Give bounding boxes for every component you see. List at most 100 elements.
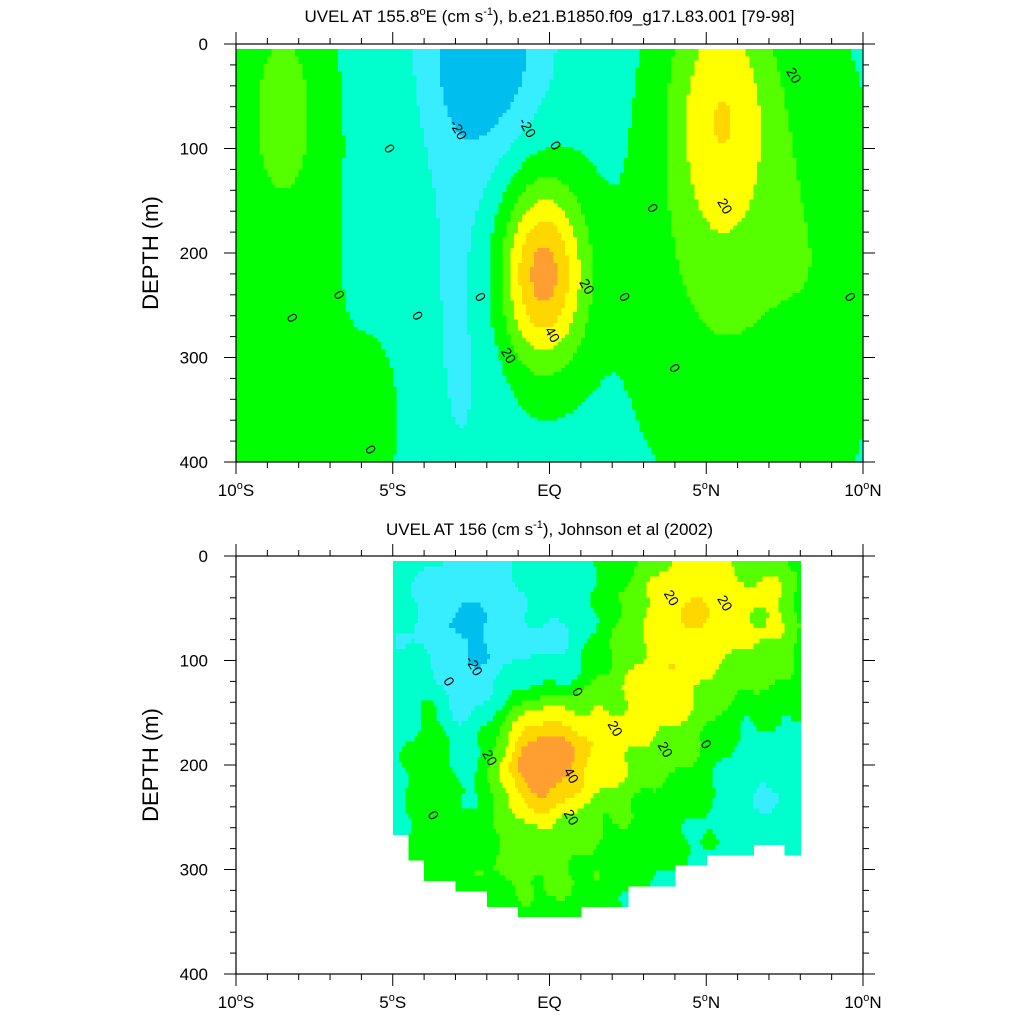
field-cell xyxy=(346,308,351,312)
field-cell xyxy=(248,402,253,406)
field-cell xyxy=(338,409,343,413)
field-cell xyxy=(338,368,343,372)
field-cell xyxy=(350,136,355,140)
field-cell xyxy=(393,402,398,406)
field-cell xyxy=(287,237,292,241)
field-cell xyxy=(256,68,261,72)
field-cell xyxy=(408,102,413,106)
field-cell xyxy=(373,91,378,95)
field-cell xyxy=(236,349,241,353)
field-cell xyxy=(401,124,406,128)
field-cell xyxy=(401,338,406,342)
field-cell xyxy=(357,203,362,207)
field-cell xyxy=(326,87,331,91)
field-cell xyxy=(322,424,327,428)
field-cell xyxy=(354,237,359,241)
field-cell xyxy=(279,147,284,151)
field-cell xyxy=(381,428,386,432)
field-cell xyxy=(291,184,296,188)
field-cell xyxy=(397,102,402,106)
field-cell xyxy=(303,147,308,151)
field-cell xyxy=(303,233,308,237)
field-cell xyxy=(299,364,304,368)
field-cell xyxy=(346,274,351,278)
field-cell xyxy=(350,248,355,252)
field-cell xyxy=(393,106,398,110)
field-cell xyxy=(291,391,296,395)
field-cell xyxy=(385,334,390,338)
field-cell xyxy=(361,166,366,170)
field-cell xyxy=(369,334,374,338)
field-cell xyxy=(252,301,257,305)
field-cell xyxy=(260,406,265,410)
field-cell xyxy=(334,113,339,117)
field-cell xyxy=(338,181,343,185)
field-cell xyxy=(267,368,272,372)
field-cell xyxy=(291,94,296,98)
field-cell xyxy=(271,383,276,387)
field-cell xyxy=(389,364,394,368)
field-cell xyxy=(350,169,355,173)
field-cell xyxy=(385,319,390,323)
field-cell xyxy=(330,301,335,305)
field-cell xyxy=(322,181,327,185)
field-cell xyxy=(393,391,398,395)
field-cell xyxy=(318,282,323,286)
field-cell xyxy=(389,196,394,200)
field-cell xyxy=(377,94,382,98)
field-cell xyxy=(350,428,355,432)
field-cell xyxy=(299,346,304,350)
field-cell xyxy=(287,428,292,432)
field-cell xyxy=(357,308,362,312)
field-cell xyxy=(303,226,308,230)
field-cell xyxy=(412,203,417,207)
field-cell xyxy=(408,342,413,346)
field-cell xyxy=(408,64,413,68)
field-cell xyxy=(299,214,304,218)
field-cell xyxy=(365,331,370,335)
field-cell xyxy=(299,417,304,421)
field-cell xyxy=(244,181,249,185)
field-cell xyxy=(385,331,390,335)
field-cell xyxy=(373,331,378,335)
field-cell xyxy=(357,102,362,106)
field-cell xyxy=(279,166,284,170)
field-cell xyxy=(291,256,296,260)
field-cell xyxy=(338,106,343,110)
field-cell xyxy=(361,286,366,290)
field-cell xyxy=(307,451,312,455)
field-cell xyxy=(240,421,245,425)
field-cell xyxy=(326,289,331,293)
field-cell xyxy=(291,455,296,459)
field-cell xyxy=(252,184,257,188)
field-cell xyxy=(361,124,366,128)
field-cell xyxy=(287,256,292,260)
field-cell xyxy=(244,361,249,365)
field-cell xyxy=(299,72,304,76)
field-cell xyxy=(279,432,284,436)
field-cell xyxy=(283,338,288,342)
field-cell xyxy=(334,162,339,166)
field-cell xyxy=(381,181,386,185)
field-cell xyxy=(357,72,362,76)
field-cell xyxy=(260,361,265,365)
field-cell xyxy=(279,368,284,372)
field-cell xyxy=(361,436,366,440)
field-cell xyxy=(408,98,413,102)
field-cell xyxy=(369,173,374,177)
field-cell xyxy=(405,162,410,166)
field-cell xyxy=(252,376,257,380)
field-cell xyxy=(283,301,288,305)
field-cell xyxy=(263,271,268,275)
field-cell xyxy=(279,106,284,110)
field-cell xyxy=(405,278,410,282)
field-cell xyxy=(283,166,288,170)
field-cell xyxy=(307,181,312,185)
field-cell xyxy=(307,417,312,421)
field-cell xyxy=(373,428,378,432)
field-cell xyxy=(263,443,268,447)
field-cell xyxy=(373,207,378,211)
field-cell xyxy=(365,349,370,353)
field-cell xyxy=(240,364,245,368)
field-cell xyxy=(401,282,406,286)
